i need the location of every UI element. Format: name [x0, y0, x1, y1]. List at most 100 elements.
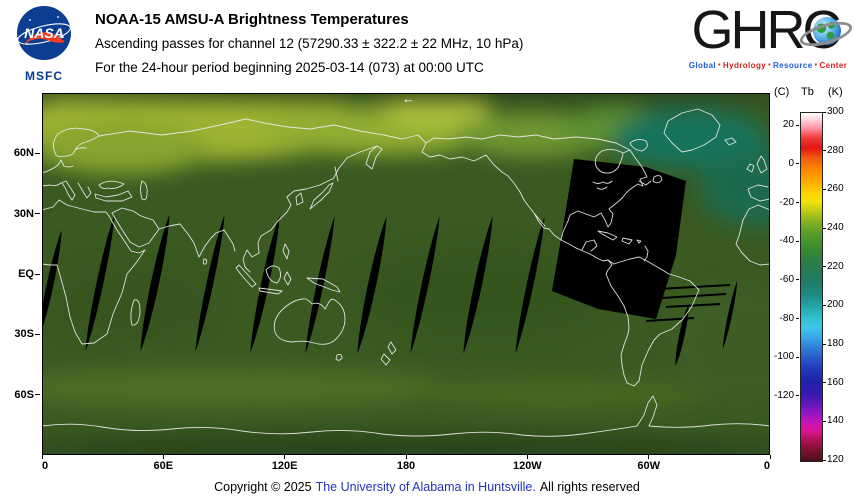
colorbar: (C) Tb (K) 300 280 260 240 220 200 180 160 140 12… — [770, 86, 854, 488]
lat-tick-label: 30S — [14, 328, 34, 341]
ghrc-letters-row: GHR C — [686, 0, 854, 60]
colorbar-c-label: -100 — [773, 351, 794, 363]
lon-tick-label: 0 — [763, 460, 770, 472]
colorbar-c-tickmark — [796, 395, 799, 397]
coastline-asia — [98, 118, 427, 295]
lon-tick-label: 120E — [271, 460, 298, 472]
lon-tickmark — [648, 455, 650, 459]
colorbar-k-label: 160 — [827, 376, 844, 388]
ghrc-tagline-word: Resource — [772, 61, 813, 70]
coastline-south-america — [605, 256, 700, 387]
lon-axis: 0 60E 120E 180 120W 60W 0 — [41, 455, 771, 475]
colorbar-gradient — [800, 112, 823, 462]
colorbar-k-label: 220 — [827, 260, 844, 272]
colorbar-k-tickmark — [822, 227, 826, 229]
lon-tick-label: 0 — [42, 460, 49, 472]
header: NASA MSFC NOAA-15 AMSU-A Brightness Temp… — [0, 0, 854, 93]
rights-text: All rights reserved — [539, 480, 640, 494]
lat-tickmark — [35, 213, 40, 215]
ghrc-tagline: Global • Hydrology • Resource • Center — [686, 61, 850, 70]
nasa-wordmark: NASA — [24, 25, 64, 41]
ghrc-tagline-separator: • — [768, 62, 771, 69]
lat-tick-label: 60S — [14, 388, 34, 401]
colorbar-c-label: -120 — [773, 389, 794, 401]
ghrc-tagline-separator: • — [814, 62, 818, 69]
title-block: NOAA-15 AMSU-A Brightness Temperatures A… — [95, 10, 523, 78]
colorbar-c-tickmark — [796, 356, 799, 358]
colorbar-c-label: -40 — [779, 235, 794, 247]
swath-start-arrow-icon: ← — [402, 91, 415, 106]
lat-tickmark — [35, 152, 40, 154]
page-title: NOAA-15 AMSU-A Brightness Temperatures — [95, 11, 409, 28]
lon-tickmark — [526, 455, 528, 459]
colorbar-unit-tb: Tb — [801, 86, 814, 98]
coastline-australia — [273, 298, 397, 366]
ghrc-tagline-word: Center — [819, 61, 848, 70]
ghrc-globe-icon — [812, 17, 841, 45]
brightness-temperature-map — [42, 93, 770, 455]
ghrc-letter-c: C — [796, 3, 854, 59]
lat-tick-label: EQ — [18, 268, 34, 280]
ghrc-logo[interactable]: GHR C Global•Hydrology•Resource•Center — [686, 0, 854, 70]
colorbar-c-tickmark — [796, 163, 799, 165]
colorbar-c-tickmark — [796, 318, 799, 320]
colorbar-k-label: 260 — [827, 183, 844, 195]
colorbar-k-label: 300 — [827, 106, 844, 117]
ghrc-tagline-separator: • — [718, 62, 721, 69]
data-gap-streaks — [42, 159, 738, 366]
coastline-antarctica — [42, 395, 770, 437]
map-border — [42, 93, 770, 455]
copyright-text: Copyright © 2025 — [214, 480, 312, 494]
map: ← — [42, 91, 770, 455]
colorbar-c-label: -60 — [779, 273, 794, 285]
colorbar-c-tickmark — [796, 124, 799, 126]
colorbar-k-tickmark — [822, 266, 826, 268]
colorbar-k-label: 280 — [827, 144, 844, 156]
lat-tickmark — [35, 333, 40, 335]
temperature-field — [42, 93, 770, 455]
colorbar-c-label: -80 — [779, 312, 794, 324]
lat-tickmark — [35, 273, 40, 275]
colorbar-k-label: 200 — [827, 299, 844, 311]
lon-tickmark — [41, 455, 43, 459]
lon-tickmark — [769, 455, 771, 459]
subtitle-channel: Ascending passes for channel 12 (57290.3… — [95, 36, 524, 51]
missing-scan-lines — [645, 284, 731, 322]
ghrc-letters: GHR — [691, 0, 806, 60]
coastline-africa — [42, 199, 770, 345]
nasa-meatball-icon: NASA — [17, 6, 71, 60]
lat-tick-label: 30N — [13, 207, 34, 220]
lon-tick-label: 180 — [396, 460, 416, 472]
colorbar-c-label: 0 — [788, 157, 794, 169]
lat-axis: 60N 30N EQ 30S 60S — [0, 93, 40, 455]
coastline-north-america — [421, 108, 721, 262]
colorbar-c-label: 20 — [782, 119, 794, 131]
colorbar-unit-k: (K) — [828, 86, 843, 98]
lon-tick-label: 60E — [153, 460, 174, 472]
colorbar-k-tickmark — [822, 111, 826, 113]
msfc-label: MSFC — [25, 69, 63, 83]
colorbar-k-tickmark — [822, 150, 826, 152]
lon-tick-label: 120W — [512, 460, 542, 472]
colorbar-k-label: 140 — [827, 415, 844, 427]
nasa-logo[interactable]: NASA MSFC — [12, 4, 76, 83]
colorbar-c-tickmark — [796, 279, 799, 281]
colorbar-k-tickmark — [822, 459, 826, 461]
colorbar-c-tickmark — [796, 202, 799, 204]
lon-tickmark — [284, 455, 286, 459]
lon-tickmark — [162, 455, 164, 459]
colorbar-k-tickmark — [822, 382, 826, 384]
colorbar-k-tickmark — [822, 343, 826, 345]
lon-tickmark — [405, 455, 407, 459]
colorbar-c-tickmark — [796, 240, 799, 242]
colorbar-unit-c: (C) — [774, 86, 790, 98]
coastline-europe — [42, 127, 770, 202]
coastlines — [42, 108, 770, 437]
colorbar-k-label: 180 — [827, 338, 844, 349]
university-link[interactable]: The University of Alabama in Huntsville. — [315, 480, 536, 494]
lat-tick-label: 60N — [13, 147, 34, 160]
large-data-gap — [552, 159, 686, 319]
colorbar-k-tickmark — [822, 420, 826, 422]
ghrc-tagline-word: Hydrology — [722, 61, 767, 70]
